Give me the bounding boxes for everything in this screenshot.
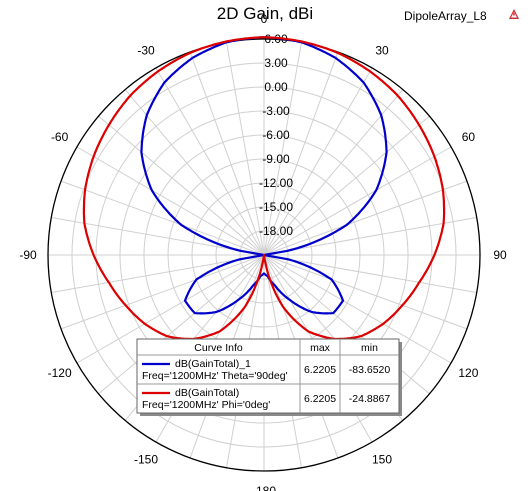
grid-spoke <box>189 51 265 256</box>
radial-tick-label: -9.00 <box>262 152 290 166</box>
legend-header: Curve Info <box>194 342 243 354</box>
angle-tick-label: 60 <box>462 130 476 144</box>
grid-spoke <box>263 146 452 256</box>
legend-col-max: max <box>310 342 331 354</box>
grid-spoke <box>263 180 468 256</box>
grid-spoke <box>263 216 477 256</box>
grid-spoke <box>263 67 373 256</box>
grid-spoke <box>263 254 477 294</box>
radial-tick-label: 3.00 <box>264 56 288 70</box>
grid-spoke <box>76 254 265 364</box>
legend-col-min: min <box>361 342 378 354</box>
grid-spoke <box>124 89 265 256</box>
legend-box <box>136 338 400 414</box>
angle-tick-label: 150 <box>372 452 392 466</box>
legend-entry-max: 6.2205 <box>304 393 336 405</box>
legend-entry-max: 6.2205 <box>304 364 336 376</box>
angle-tick-label: 90 <box>493 248 507 262</box>
legend-entry-detail: Freq='1200MHz' Phi='0deg' <box>142 399 270 411</box>
radial-tick-label: -12.00 <box>259 176 293 190</box>
angle-tick-label: -180 <box>252 484 276 491</box>
legend-entry-min: -83.6520 <box>349 364 391 376</box>
grid-spoke <box>263 254 452 364</box>
grid-spoke <box>60 180 265 256</box>
grid-spoke <box>98 115 265 256</box>
angle-tick-label: -120 <box>48 366 72 380</box>
curve-legend: Curve Info max mindB(GainTotal)_1Freq='120… <box>136 338 402 416</box>
radial-tick-label: -15.00 <box>259 200 293 214</box>
legend-entry-detail: Freq='1200MHz' Theta='90deg' <box>142 370 288 382</box>
grid-spoke <box>263 51 339 256</box>
chart-title: 2D Gain, dBi <box>217 4 313 23</box>
grid-spoke <box>76 146 265 256</box>
angle-tick-label: 0 <box>261 12 268 26</box>
grid-spoke <box>263 254 468 330</box>
grid-spoke <box>51 216 265 256</box>
angle-tick-label: 30 <box>375 44 389 58</box>
outer-ring <box>47 38 481 472</box>
legend-entry-name: dB(GainTotal) <box>175 387 239 399</box>
project-name: DipoleArray_L8 <box>404 9 487 23</box>
series-curve <box>82 36 446 341</box>
radial-tick-labels: 6.003.000.00-3.00-6.00-9.00-12.00-15.00-… <box>259 32 293 238</box>
grid-spoke <box>155 67 265 256</box>
radial-tick-label: -3.00 <box>262 104 290 118</box>
grid-spoke <box>263 89 404 256</box>
warning-triangle-icon <box>509 9 519 19</box>
legend-entry-name: dB(GainTotal)_1 <box>175 358 251 370</box>
legend-entry-min: -24.8867 <box>349 393 391 405</box>
radial-tick-label: -18.00 <box>259 224 293 238</box>
grid-spoke <box>263 115 430 256</box>
angle-tick-label: -30 <box>137 44 155 58</box>
grid-spoke <box>98 254 265 395</box>
radial-tick-label: 0.00 <box>264 80 288 94</box>
grid-spoke <box>225 42 265 256</box>
gain-curves <box>82 36 446 341</box>
polar-grid <box>47 38 481 472</box>
grid-spoke <box>60 254 265 330</box>
angle-tick-labels: 0 30 60 90 120 150 -180 -150 -120 -90 -60 -30 <box>19 12 507 491</box>
radial-tick-label: -6.00 <box>262 128 290 142</box>
angle-tick-label: -90 <box>19 248 37 262</box>
angle-tick-label: -150 <box>134 452 158 466</box>
grid-spoke <box>263 42 303 256</box>
grid-spoke <box>51 254 265 294</box>
angle-tick-label: 120 <box>458 366 478 380</box>
angle-tick-label: -60 <box>51 130 69 144</box>
